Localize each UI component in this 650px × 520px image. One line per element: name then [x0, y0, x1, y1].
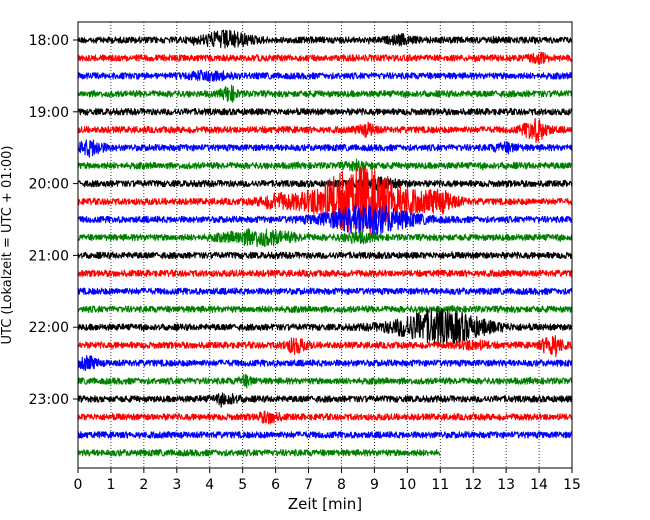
x-tick-label: 9 [370, 477, 379, 493]
seismic-trace [77, 227, 573, 248]
trace-group [77, 29, 573, 457]
x-tick-label: 1 [106, 477, 115, 493]
y-tick-label: 18:00 [29, 33, 69, 49]
seismic-trace [77, 107, 572, 116]
seismic-trace [77, 204, 573, 235]
x-tick-label: 7 [304, 477, 313, 493]
x-tick-label: 5 [238, 477, 247, 493]
x-tick-label: 6 [271, 477, 280, 493]
seismic-trace [77, 166, 573, 236]
seismic-trace [77, 174, 573, 191]
seismic-trace [77, 335, 573, 358]
x-tick-label: 12 [464, 477, 482, 493]
seismic-trace [77, 449, 441, 457]
y-tick-label: 23:00 [29, 392, 69, 408]
x-tick-label: 3 [172, 477, 181, 493]
y-tick-label: 21:00 [29, 248, 69, 264]
seismic-trace [77, 307, 573, 347]
seismic-trace [77, 69, 573, 82]
x-tick-label: 8 [337, 477, 346, 493]
plot-frame [77, 21, 573, 469]
seismic-trace [77, 392, 573, 408]
x-grid [110, 22, 540, 468]
x-tick-label: 14 [530, 477, 548, 493]
seismic-trace [77, 373, 573, 389]
y-axis-ticks: 18:00 19:00 20:00 21:00 22:00 23:00 [29, 33, 78, 408]
y-axis-label: UTC (Lokalzeit = UTC + 01:00) [0, 146, 15, 345]
y-tick-label: 19:00 [29, 105, 69, 121]
x-tick-label: 2 [139, 477, 148, 493]
seismic-trace [77, 251, 573, 260]
seismic-trace [77, 304, 573, 313]
seismic-trace [77, 355, 573, 372]
seismic-trace [77, 29, 573, 49]
seismic-trace [77, 139, 573, 158]
x-axis-label: Zeit [min] [288, 495, 362, 513]
y-tick-label: 20:00 [29, 177, 69, 193]
x-tick-label: 13 [497, 477, 515, 493]
x-axis-ticks: 0 1 2 3 4 5 6 7 8 9 10 11 12 13 14 15 [74, 468, 581, 493]
x-tick-label: 15 [563, 477, 581, 493]
y-tick-label: 22:00 [29, 320, 69, 336]
seismic-trace [77, 158, 572, 173]
seismic-trace [77, 84, 573, 103]
seismic-trace [77, 269, 573, 278]
seismic-trace [77, 431, 573, 439]
x-tick-label: 11 [431, 477, 449, 493]
x-tick-label: 10 [398, 477, 416, 493]
seismic-trace [77, 410, 573, 425]
seismic-trace [77, 51, 573, 65]
seismic-trace [77, 117, 573, 144]
x-tick-label: 0 [74, 477, 83, 493]
x-tick-label: 4 [205, 477, 214, 493]
seismic-trace [77, 287, 573, 296]
